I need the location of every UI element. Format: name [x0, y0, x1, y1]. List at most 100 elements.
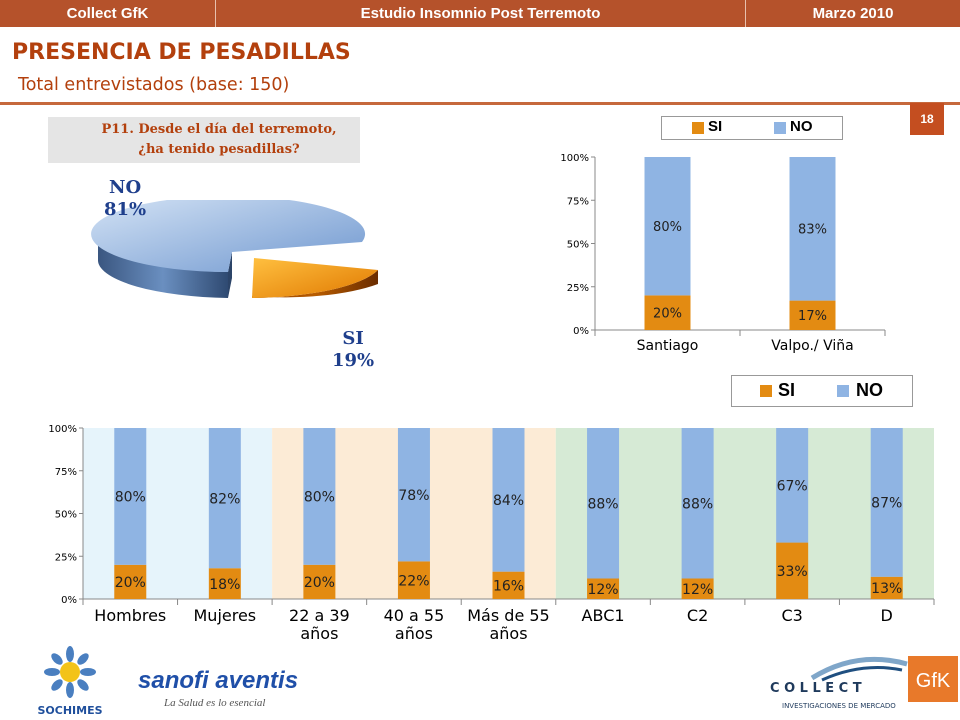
pie-slice-si-side: [252, 258, 378, 298]
legend-small: SI NO: [661, 116, 843, 140]
y-tick-label: 25%: [55, 552, 77, 563]
data-label-no: 88%: [682, 497, 713, 513]
category-label: Mujeres: [194, 606, 257, 625]
pie-label-no: NO 81%: [104, 177, 147, 220]
pie-label-si: SI 19%: [332, 328, 375, 371]
question-line-2: ¿ha tenido pesadillas?: [138, 142, 300, 157]
bar-si: [776, 542, 809, 599]
bar-si: [681, 578, 714, 599]
y-tick-label: 0%: [61, 595, 77, 606]
category-label: años: [489, 624, 527, 643]
category-label: C3: [781, 606, 802, 625]
svg-text:SOCHIMES: SOCHIMES: [37, 704, 102, 717]
bar-no: [303, 428, 336, 565]
y-tick-label: 50%: [567, 240, 589, 251]
group-background: [83, 428, 273, 599]
data-label-no: 67%: [777, 479, 808, 495]
bar-si: [870, 576, 903, 599]
bar-no: [114, 428, 147, 565]
legend-large: SI NO: [731, 375, 913, 407]
title-rule: [0, 102, 960, 105]
bar-si: [208, 568, 241, 599]
bar-no: [397, 428, 430, 562]
pie-slice-no-inner: [228, 252, 232, 298]
bar-si: [303, 564, 336, 599]
question-line-1: P11. Desde el día del terremoto,: [101, 122, 337, 137]
bar-chart-city: 0% 25% 50% 75% 100% 20% 80% Santiago 17% 83% Valpo…: [560, 153, 886, 354]
category-label: años: [300, 624, 338, 643]
y-tick-label: 25%: [567, 283, 589, 294]
category-label: años: [395, 624, 433, 643]
category-label: Más de 55: [467, 606, 549, 625]
collect-gfk-logo: C O L L E C T INVESTIGACIONES DE MERCADO…: [770, 656, 958, 710]
data-label-no: 80%: [653, 220, 682, 235]
bar-no: [492, 428, 525, 572]
bar-si: [492, 571, 525, 599]
data-label-si: 17%: [798, 309, 827, 324]
data-label-si: 22%: [398, 574, 429, 590]
bar-chart-segments: 0% 25% 50% 75% 100% 20% 80% Hombres 18% 82% Mujere…: [48, 424, 935, 643]
pie-slice-no: [91, 200, 366, 272]
page-title: PRESENCIA DE PESADILLAS: [12, 40, 351, 65]
bar-no: [681, 428, 714, 579]
pie-chart: [91, 200, 378, 298]
data-label-no: 82%: [209, 491, 240, 507]
bar-si: [114, 564, 147, 599]
bar-no: [208, 428, 241, 569]
data-label-no: 88%: [587, 497, 618, 513]
bar-no: [789, 157, 836, 301]
bar-si: [644, 295, 691, 330]
bar-si: [587, 578, 620, 599]
category-label: ABC1: [582, 606, 625, 625]
y-tick-label: 75%: [567, 196, 589, 207]
data-label-si: 12%: [587, 582, 618, 598]
bar-si: [397, 561, 430, 599]
y-tick-label: 0%: [573, 326, 589, 337]
y-tick-label: 100%: [560, 153, 589, 164]
category-label: 40 a 55: [384, 606, 445, 625]
bar-no: [776, 428, 809, 543]
svg-text:C O L L E C T: C O L L E C T: [770, 681, 862, 696]
data-label-si: 13%: [871, 581, 902, 597]
y-tick-label: 75%: [55, 467, 77, 478]
data-label-si: 20%: [304, 575, 335, 591]
data-label-no: 84%: [493, 493, 524, 509]
legend-si-swatch: [692, 122, 704, 134]
header-bar: Collect GfK Estudio Insomnio Post Terrem…: [0, 0, 960, 27]
data-label-si: 16%: [493, 579, 524, 595]
bar-no: [870, 428, 903, 577]
svg-text:sanofi aventis: sanofi aventis: [138, 667, 298, 694]
legend-si-label: SI: [778, 380, 796, 400]
header-study: Estudio Insomnio Post Terremoto: [360, 5, 601, 22]
bar-no: [587, 428, 620, 579]
category-label: D: [881, 606, 893, 625]
data-label-no: 78%: [398, 488, 429, 504]
category-label: 22 a 39: [289, 606, 350, 625]
y-tick-label: 50%: [55, 510, 77, 521]
svg-text:INVESTIGACIONES DE MERCADO: INVESTIGACIONES DE MERCADO: [782, 702, 896, 710]
category-label: Santiago: [637, 338, 699, 354]
data-label-si: 20%: [653, 307, 682, 322]
legend-no-swatch: [837, 385, 849, 397]
sanofi-logo: sanofi aventis La Salud es lo esencial: [138, 667, 298, 709]
svg-text:La Salud es lo esencial: La Salud es lo esencial: [163, 697, 265, 709]
svg-text:GfK: GfK: [916, 670, 951, 692]
data-label-no: 83%: [798, 223, 827, 238]
pie-slice-si: [252, 258, 378, 298]
category-label: C2: [687, 606, 708, 625]
data-label-si: 20%: [115, 575, 146, 591]
header-divider: [745, 0, 746, 27]
legend-si-label: SI: [708, 118, 723, 135]
category-label: Valpo./ Viña: [771, 338, 853, 354]
question-box: P11. Desde el día del terremoto, ¿ha ten…: [48, 117, 360, 163]
header-date: Marzo 2010: [812, 5, 894, 22]
bar-si: [789, 300, 836, 330]
category-label: Hombres: [94, 606, 166, 625]
legend-no-swatch: [774, 122, 786, 134]
data-label-no: 87%: [871, 496, 902, 512]
data-label-si: 18%: [209, 577, 240, 593]
data-label-si: 33%: [777, 564, 808, 580]
page-number: 18: [910, 103, 944, 135]
legend-no-label: NO: [856, 380, 883, 400]
header-company: Collect GfK: [66, 5, 149, 22]
